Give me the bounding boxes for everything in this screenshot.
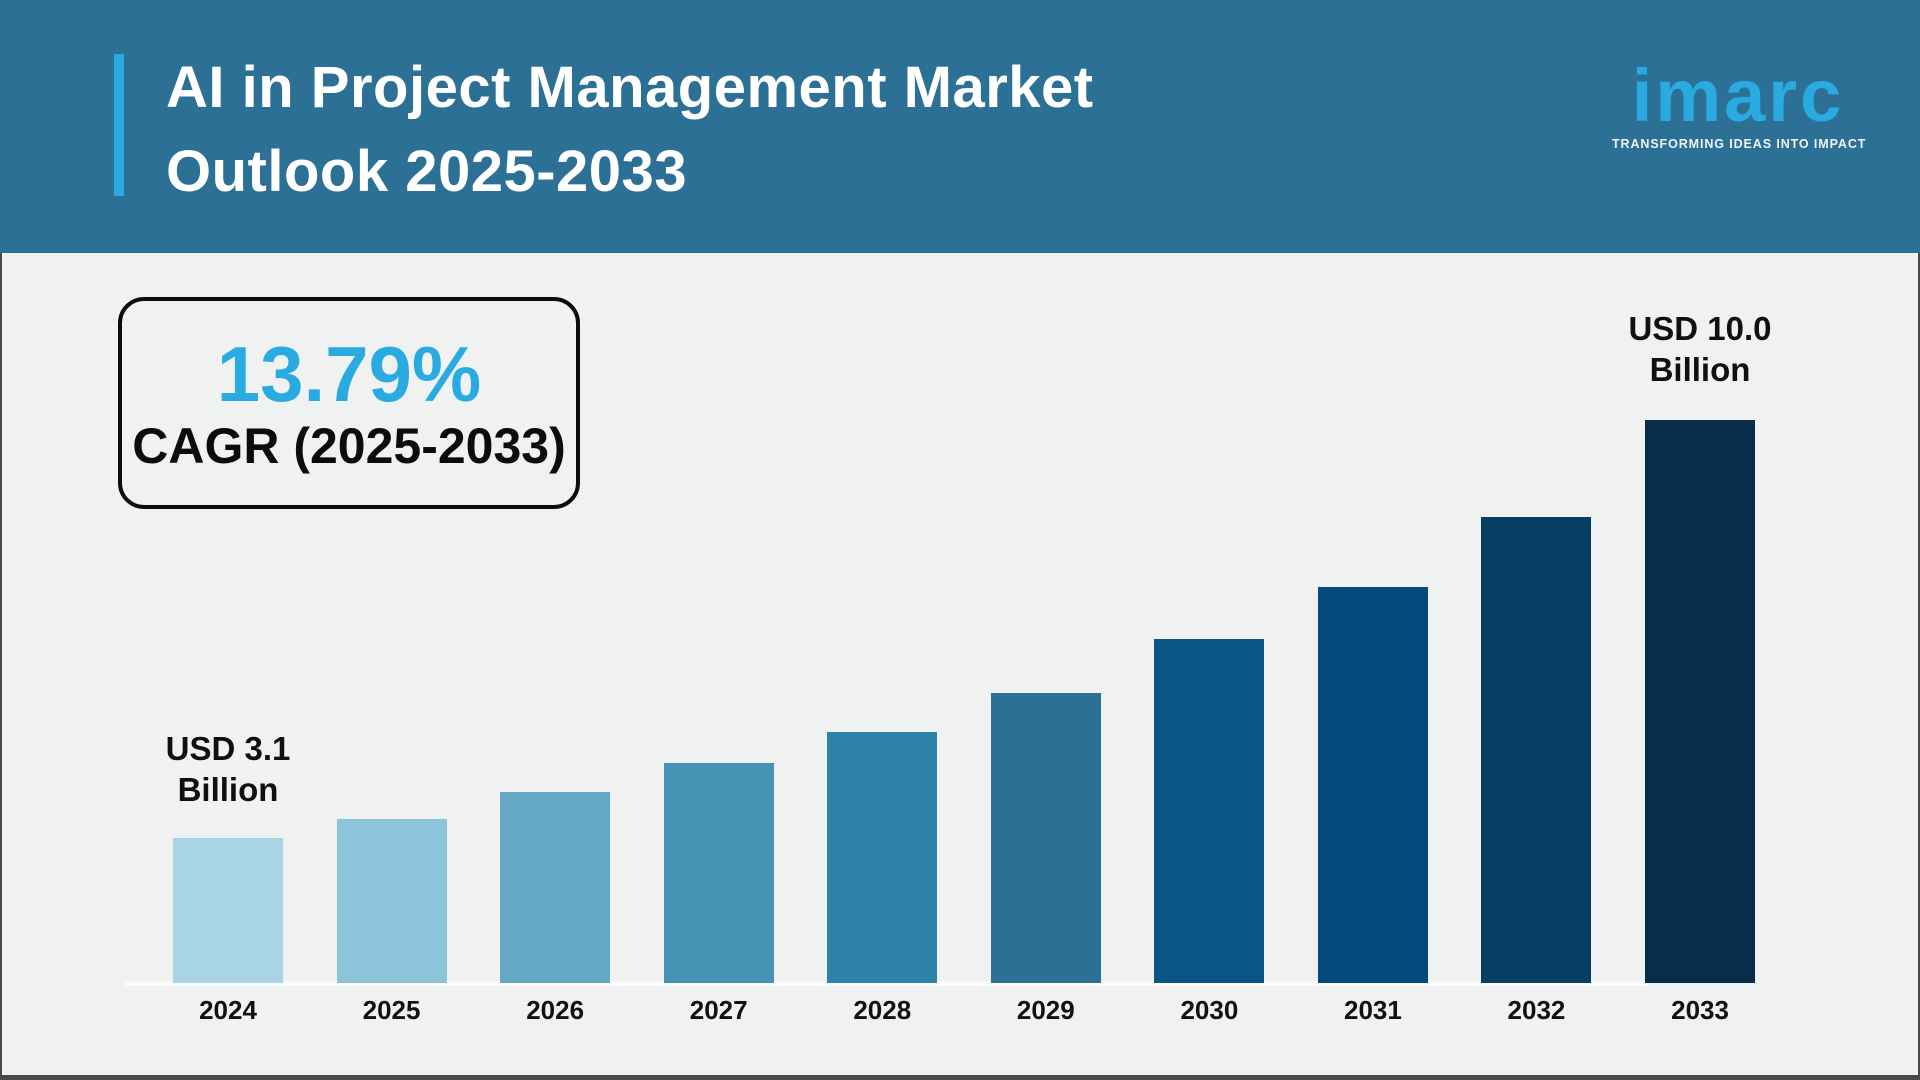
bar-2031 [1317, 587, 1428, 983]
start-value-line2: Billion [177, 771, 279, 808]
cagr-label: CAGR (2025-2033) [132, 418, 566, 474]
page-title-line1: AI in Project Management Market [166, 55, 1094, 120]
cagr-box: 13.79% CAGR (2025-2033) [118, 297, 580, 509]
bar-2029 [990, 693, 1101, 983]
x-axis-line [125, 981, 1648, 986]
x-tick-2032: 2032 [1507, 995, 1566, 1025]
page-title-line2: Outlook 2025-2033 [166, 139, 688, 204]
x-tick-2031: 2031 [1343, 995, 1402, 1025]
x-tick-2027: 2027 [689, 995, 748, 1025]
x-tick-2030: 2030 [1180, 995, 1239, 1025]
bar-2025 [336, 819, 447, 983]
bar-2033 [1645, 420, 1756, 983]
imarc-logo-text: imarc [1631, 54, 1845, 137]
imarc-logo: imarc TRANSFORMING IDEAS INTO IMPACT [1612, 54, 1867, 152]
header: AI in Project Management Market Outlook … [0, 0, 1920, 253]
end-value-line1: USD 10.0 [1628, 310, 1772, 347]
x-tick-2026: 2026 [526, 995, 585, 1025]
start-value-label: USD 3.1 Billion [78, 728, 378, 810]
x-tick-2025: 2025 [362, 995, 421, 1025]
bar-2027 [663, 763, 774, 983]
x-tick-2029: 2029 [1016, 995, 1075, 1025]
end-value-label: USD 10.0 Billion [1550, 308, 1850, 390]
page-title: AI in Project Management Market Outlook … [166, 46, 1094, 214]
bar-2032 [1481, 517, 1592, 983]
x-tick-2033: 2033 [1671, 995, 1729, 1025]
bar-2026 [500, 792, 611, 983]
bar-2024 [173, 838, 283, 983]
frame-edge-left [0, 253, 2, 1080]
bar-2030 [1154, 639, 1265, 983]
start-value-line1: USD 3.1 [165, 730, 291, 767]
title-accent-bar [114, 54, 124, 196]
x-tick-2028: 2028 [853, 995, 912, 1025]
bar-2028 [827, 732, 938, 983]
imarc-logo-tagline: TRANSFORMING IDEAS INTO IMPACT [1612, 137, 1867, 151]
frame-edge-bottom [0, 1075, 1920, 1080]
x-tick-2024: 2024 [199, 995, 257, 1025]
end-value-line2: Billion [1649, 351, 1751, 388]
frame-edge-right [1918, 253, 1920, 1080]
cagr-value: 13.79% [216, 330, 482, 418]
